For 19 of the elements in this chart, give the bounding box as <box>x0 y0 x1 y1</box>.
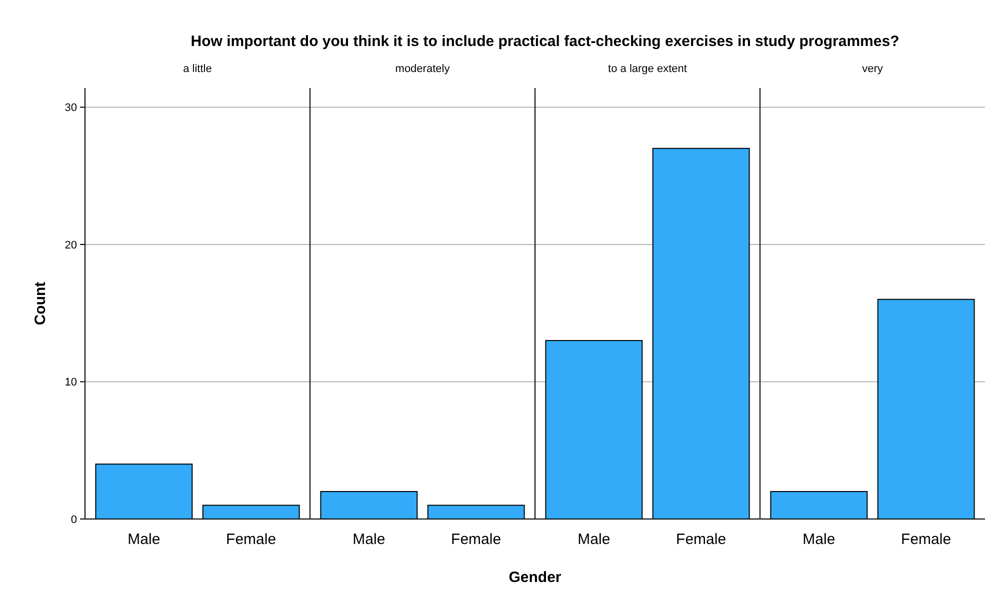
y-tick-label: 30 <box>64 102 77 114</box>
x-axis-title: Gender <box>508 569 562 586</box>
x-tick-label: Female <box>901 531 952 548</box>
x-tick-label: Male <box>128 531 160 548</box>
chart-subtitle: very <box>862 63 884 75</box>
x-tick-label: Female <box>451 531 502 548</box>
text: How important do you think it is to include practical fact-checking exercises in study programmes? <box>190 33 900 50</box>
chart-subtitle: moderately <box>395 63 450 75</box>
x-tick-label: Female <box>226 531 276 548</box>
x-tick-label: Male <box>802 531 836 548</box>
y-axis-title: Count <box>32 282 49 326</box>
y-tick-label: 20 <box>64 239 77 252</box>
x-tick-label: Female <box>676 531 726 548</box>
chart-subtitle: a little <box>183 63 212 75</box>
y-tick-label: 10 <box>64 376 77 389</box>
chart-subtitle: to a large extent <box>608 63 687 75</box>
x-tick-label: Male <box>578 531 610 548</box>
y-tick-label: 0 <box>70 514 77 526</box>
x-tick-label: Male <box>352 531 386 548</box>
